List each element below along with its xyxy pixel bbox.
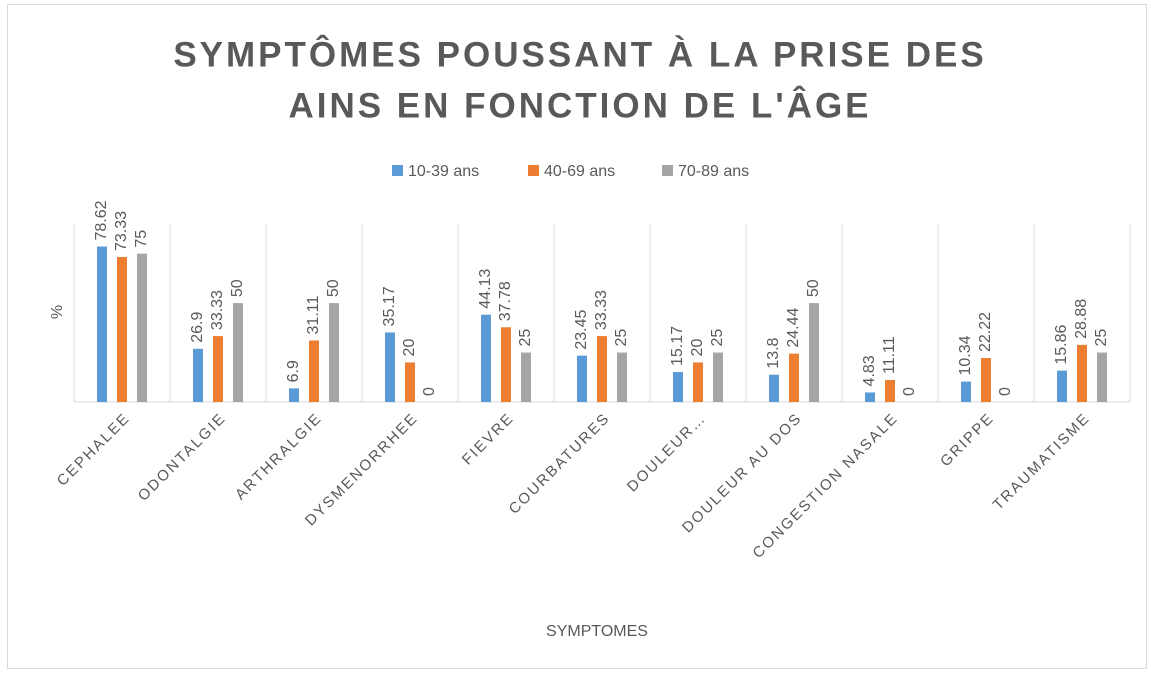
legend-swatch [662, 165, 673, 176]
legend-label: 10-39 ans [408, 163, 479, 180]
data-label: 4.83 [861, 355, 878, 386]
data-label: 44.13 [477, 269, 494, 309]
bar [1057, 370, 1067, 402]
bar [1077, 344, 1087, 402]
bar [789, 353, 799, 402]
data-label: 24.44 [785, 308, 802, 348]
data-label: 22.22 [977, 312, 994, 352]
data-label: 25 [613, 329, 630, 347]
bar [1097, 352, 1107, 402]
data-label: 28.88 [1073, 299, 1090, 339]
x-axis-title: SYMPTOMES [546, 623, 648, 640]
data-label: 0 [997, 387, 1014, 396]
legend-label: 70-89 ans [678, 163, 749, 180]
bar [289, 388, 299, 402]
bar [809, 303, 819, 402]
data-label: 6.9 [285, 360, 302, 382]
bar [97, 246, 107, 402]
bar [981, 358, 991, 402]
bar [309, 340, 319, 402]
data-label: 26.9 [189, 312, 206, 343]
data-label: 11.11 [881, 336, 898, 374]
bar [385, 332, 395, 402]
data-label: 15.86 [1053, 324, 1070, 364]
bar [137, 253, 147, 402]
bar [597, 336, 607, 402]
bar [521, 352, 531, 402]
chart-frame [7, 4, 1147, 669]
data-label: 23.45 [573, 309, 590, 349]
bar [405, 362, 415, 402]
bar [693, 362, 703, 402]
bar [769, 374, 779, 402]
bar [117, 256, 127, 402]
data-label: 0 [421, 387, 438, 396]
data-label: 10.34 [957, 335, 974, 375]
data-label: 31.11 [305, 296, 322, 335]
chart-title: AINS EN FONCTION DE L'ÂGE [288, 85, 871, 125]
data-label: 0 [901, 387, 918, 396]
bar [233, 303, 243, 402]
data-label: 25 [517, 329, 534, 347]
data-label: 25 [709, 329, 726, 347]
bar [865, 392, 875, 402]
legend-swatch [392, 165, 403, 176]
legend-swatch [528, 165, 539, 176]
bar [673, 371, 683, 402]
bar [961, 381, 971, 402]
chart-title: SYMPTÔMES POUSSANT À LA PRISE DES [173, 34, 986, 74]
data-label: 33.33 [209, 290, 226, 330]
bar [481, 314, 491, 402]
data-label: 25 [1093, 329, 1110, 347]
data-label: 50 [325, 279, 342, 297]
data-label: 13.8 [765, 337, 782, 368]
y-axis-title: % [49, 305, 66, 319]
bar [577, 355, 587, 402]
bar [213, 336, 223, 402]
bar [329, 303, 339, 402]
data-label: 20 [689, 339, 706, 357]
bar [713, 352, 723, 402]
data-label: 20 [401, 339, 418, 357]
data-label: 78.62 [93, 200, 110, 240]
legend-label: 40-69 ans [544, 163, 615, 180]
bar [501, 327, 511, 402]
data-label: 50 [805, 279, 822, 297]
data-label: 33.33 [593, 290, 610, 330]
data-label: 73.33 [113, 211, 130, 251]
data-label: 35.17 [381, 286, 398, 326]
bar [193, 348, 203, 402]
data-label: 37.78 [497, 281, 514, 321]
data-label: 75 [133, 230, 150, 248]
data-label: 50 [229, 279, 246, 297]
data-label: 15.17 [669, 326, 686, 366]
bar [617, 352, 627, 402]
bar [885, 380, 895, 402]
